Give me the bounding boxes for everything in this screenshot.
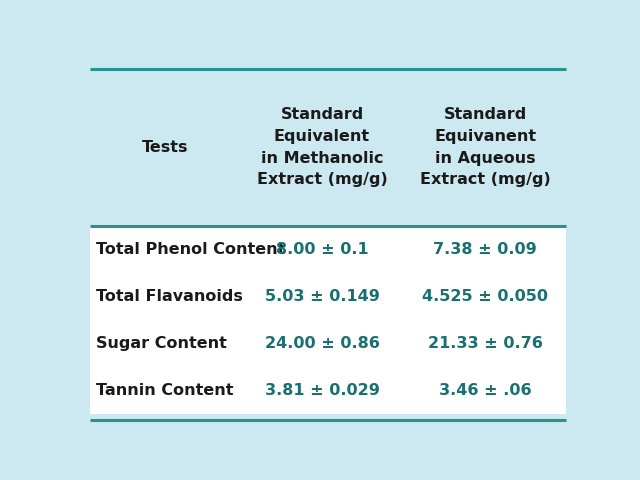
Text: 24.00 ± 0.86: 24.00 ± 0.86 [264, 336, 380, 351]
Text: 8.00 ± 0.1: 8.00 ± 0.1 [276, 242, 369, 257]
Text: 3.81 ± 0.029: 3.81 ± 0.029 [264, 383, 380, 398]
Text: Total Flavanoids: Total Flavanoids [96, 289, 243, 304]
Text: 4.525 ± 0.050: 4.525 ± 0.050 [422, 289, 548, 304]
Bar [90, 69, 566, 226]
Text: Tannin Content: Tannin Content [96, 383, 234, 398]
Text: 3.46 ± .06: 3.46 ± .06 [439, 383, 531, 398]
Text: 7.38 ± 0.09: 7.38 ± 0.09 [433, 242, 537, 257]
Text: Tests: Tests [141, 140, 188, 155]
Text: Sugar Content: Sugar Content [96, 336, 227, 351]
Text: Total Phenol Content: Total Phenol Content [96, 242, 285, 257]
Text: 21.33 ± 0.76: 21.33 ± 0.76 [428, 336, 543, 351]
Text: Standard
Equivanent
in Aqueous
Extract (mg/g): Standard Equivanent in Aqueous Extract (… [420, 108, 550, 187]
Bar [90, 226, 566, 414]
Text: 5.03 ± 0.149: 5.03 ± 0.149 [264, 289, 380, 304]
Text: Standard
Equivalent
in Methanolic
Extract (mg/g): Standard Equivalent in Methanolic Extrac… [257, 108, 387, 187]
